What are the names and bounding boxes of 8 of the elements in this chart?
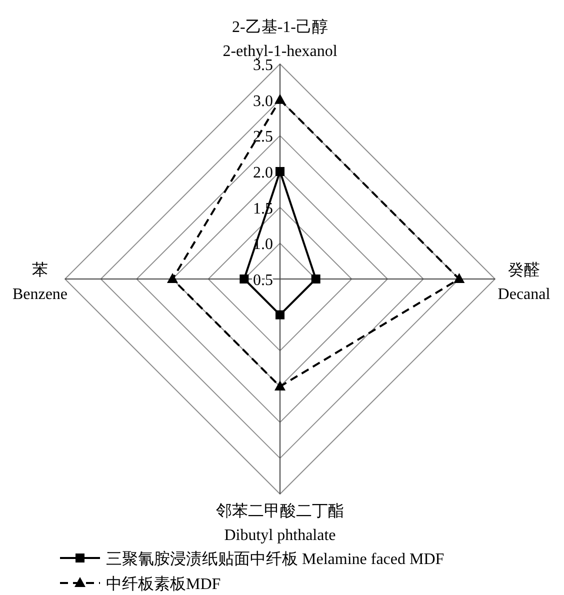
spoke-label: 癸醛 Decanal	[498, 261, 551, 303]
spoke-label: 苯 Benzene	[12, 261, 68, 303]
legend-label: 中纤板素板MDF	[106, 575, 221, 593]
spoke-label: 2-乙基-1-己醇 2-ethyl-1-hexanol	[222, 18, 338, 60]
spoke-label: 邻苯二甲酸二丁酯 Dibutyl phthalate	[216, 502, 344, 544]
y-tick-label: 2.0	[253, 164, 273, 182]
y-tick-label: 3.0	[253, 92, 273, 110]
legend-label: 三聚氰胺浸渍纸贴面中纤板 Melamine faced MDF	[106, 550, 444, 568]
